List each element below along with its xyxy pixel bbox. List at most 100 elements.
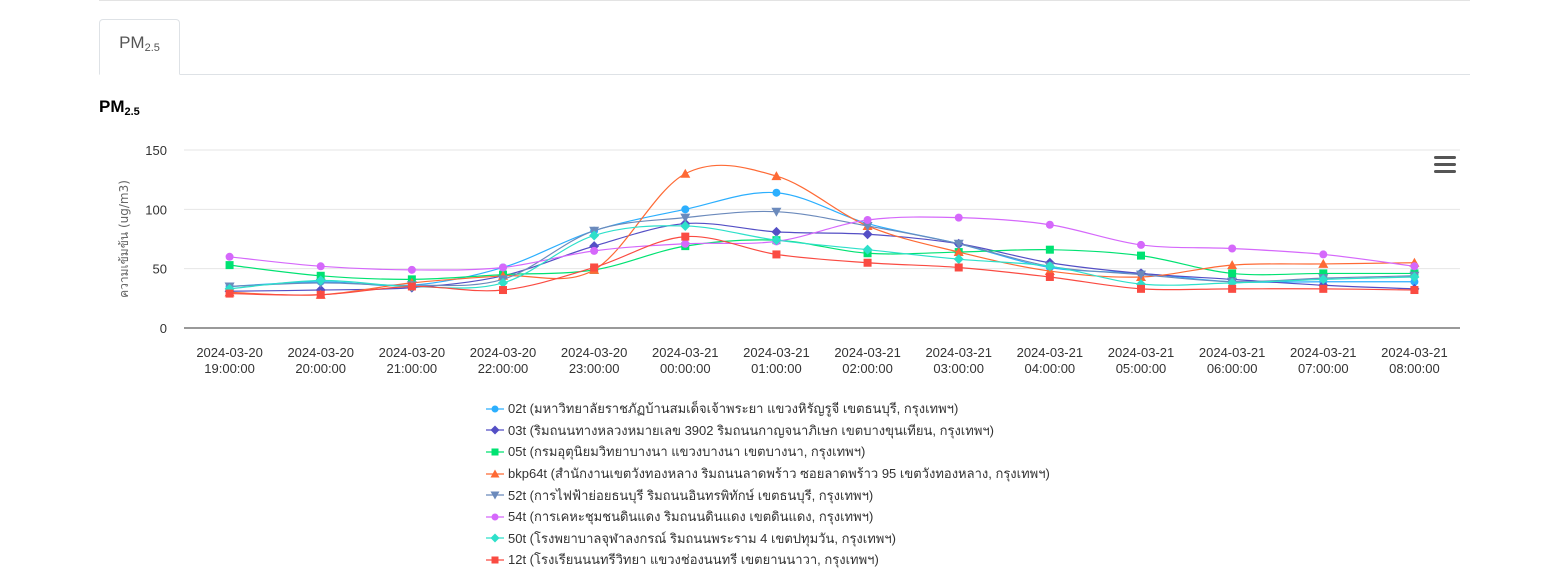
y-tick-label: 100: [145, 202, 167, 217]
data-point: [407, 265, 416, 274]
x-tick-label: 2024-03-21 05:00:00: [1108, 345, 1175, 376]
data-point: [1319, 269, 1328, 278]
y-tick-label: 0: [160, 321, 167, 336]
data-point: [1137, 251, 1145, 260]
data-point: [499, 263, 507, 272]
x-tick-label: 2024-03-20 23:00:00: [561, 345, 628, 376]
data-point: [1410, 262, 1419, 271]
tab-pm25[interactable]: PM2.5: [99, 19, 180, 75]
legend-symbol: [486, 533, 504, 543]
data-point: [680, 168, 691, 178]
data-point: [590, 246, 599, 255]
data-point: [771, 226, 782, 237]
series-line-0: [229, 191, 1415, 288]
data-point: [1319, 284, 1328, 293]
tab-pm25-label: PM2.5: [119, 33, 160, 54]
x-tick-label: 2024-03-21 08:00:00: [1381, 345, 1448, 376]
x-tick-label: 2024-03-20 22:00:00: [470, 345, 537, 376]
data-point: [315, 275, 326, 286]
x-tick-label: 2024-03-21 00:00:00: [652, 345, 719, 376]
data-point: [1227, 260, 1238, 270]
legend-label: 02t (มหาวิทยาลัยราชภัฏบ้านสมเด็จเจ้าพระย…: [508, 401, 959, 417]
data-point: [862, 221, 873, 231]
data-point: [680, 213, 691, 223]
data-point: [862, 244, 873, 255]
series-line-1: [229, 222, 1415, 292]
data-point: [1410, 286, 1419, 295]
data-point: [316, 290, 325, 299]
data-point: [772, 250, 781, 259]
legend-label: 12t (โรงเรียนนนทรีวิทยา แขวงช่องนนทรี เข…: [508, 552, 879, 568]
data-point: [954, 213, 963, 222]
legend-symbol: [486, 556, 504, 564]
series-line-5: [229, 216, 1415, 271]
data-point: [1319, 250, 1328, 259]
series-line-4: [229, 210, 1415, 288]
data-point: [680, 220, 691, 231]
legend-label: bkp64t (สำนักงานเขตวังทองหลาง ริมถนนลาดพ…: [508, 466, 1050, 482]
data-point: [1136, 270, 1146, 280]
data-point: [499, 286, 507, 295]
series-line-2: [229, 239, 1415, 280]
data-point: [953, 239, 964, 249]
data-point: [1228, 284, 1237, 293]
data-point: [771, 171, 782, 181]
data-point: [589, 230, 600, 241]
x-tick-label: 2024-03-21 02:00:00: [834, 345, 901, 376]
data-point: [225, 261, 234, 270]
top-divider: [99, 0, 1470, 1]
data-point: [407, 282, 416, 291]
series-line-7: [229, 235, 1415, 296]
x-tick-label: 2024-03-20 20:00:00: [287, 345, 354, 376]
data-point: [498, 277, 508, 288]
data-point: [1045, 220, 1054, 229]
data-point: [953, 254, 964, 265]
tab-strip-border: [99, 74, 1470, 75]
x-tick-label: 2024-03-21 03:00:00: [925, 345, 992, 376]
legend-item[interactable]: 12t (โรงเรียนนนทรีวิทยา แขวงช่องนนทรี เข…: [486, 549, 1050, 571]
chart: 0 50 100 150 ความเข้มข้น (ug/m3) 2024-03-20 19…: [117, 143, 1460, 376]
data-point: [1228, 244, 1237, 253]
data-point: [590, 263, 599, 272]
legend-symbol: [486, 491, 504, 500]
data-point: [681, 205, 690, 214]
chart-title: PM2.5: [99, 97, 140, 118]
legend-symbol: [486, 405, 504, 413]
legend-item[interactable]: bkp64t (สำนักงานเขตวังทองหลาง ริมถนนลาดพ…: [486, 463, 1050, 485]
x-tick-label: 2024-03-21 07:00:00: [1290, 345, 1357, 376]
legend-symbol: [486, 448, 504, 456]
data-point: [1137, 284, 1145, 293]
y-tick-label: 50: [153, 262, 167, 277]
data-point: [772, 188, 781, 197]
chart-legend: 02t (มหาวิทยาลัยราชภัฏบ้านสมเด็จเจ้าพระย…: [486, 398, 1050, 571]
legend-item[interactable]: 05t (กรมอุตุนิยมวิทยาบางนา แขวงบางนา เขต…: [486, 441, 1050, 463]
x-tick-label: 2024-03-21 06:00:00: [1199, 345, 1266, 376]
legend-label: 50t (โรงพยาบาลจุฬาลงกรณ์ ริมถนนพระราม 4 …: [508, 530, 896, 546]
data-point: [1045, 272, 1054, 281]
chart-menu-icon[interactable]: [1434, 156, 1456, 178]
data-point: [1318, 258, 1329, 268]
legend-item[interactable]: 02t (มหาวิทยาลัยราชภัฏบ้านสมเด็จเจ้าพระย…: [486, 398, 1050, 420]
legend-label: 54t (การเคหะชุมชนดินแดง ริมถนนดินแดง เขต…: [508, 509, 874, 525]
legend-label: 05t (กรมอุตุนิยมวิทยาบางนา แขวงบางนา เขต…: [508, 444, 866, 460]
series-line-3: [229, 164, 1415, 296]
data-point: [1318, 274, 1329, 285]
legend-symbol: [486, 513, 504, 521]
x-tick-label: 2024-03-20 21:00:00: [379, 345, 446, 376]
legend-item[interactable]: 54t (การเคหะชุมชนดินแดง ริมถนนดินแดง เขต…: [486, 506, 1050, 528]
data-point: [225, 289, 234, 298]
data-point: [1045, 245, 1054, 254]
legend-item[interactable]: 52t (การไฟฟ้าย่อยธนบุรี ริมถนนอินทรพิทัก…: [486, 484, 1050, 506]
x-tick-label: 2024-03-21 04:00:00: [1017, 345, 1084, 376]
legend-symbol: [486, 469, 504, 478]
data-point: [862, 229, 873, 240]
data-point: [225, 252, 234, 261]
legend-item[interactable]: 03t (ริมถนนทางหลวงหมายเลข 3902 ริมถนนกาญ…: [486, 420, 1050, 442]
legend-symbol: [486, 425, 504, 435]
data-point: [316, 262, 325, 271]
data-point: [681, 239, 690, 248]
data-point: [771, 207, 782, 217]
data-point: [1137, 240, 1145, 249]
x-tick-label: 2024-03-20 19:00:00: [196, 345, 263, 376]
legend-item[interactable]: 50t (โรงพยาบาลจุฬาลงกรณ์ ริมถนนพระราม 4 …: [486, 528, 1050, 550]
